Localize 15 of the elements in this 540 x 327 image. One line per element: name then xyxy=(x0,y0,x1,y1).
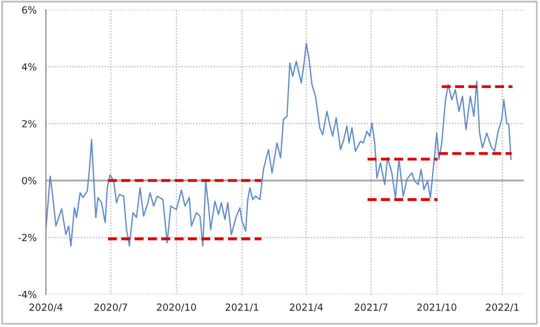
x-tick-label: 2021/7 xyxy=(354,304,388,312)
x-tick-label: 2020/10 xyxy=(156,304,196,312)
x-tick-label: 2021/4 xyxy=(290,304,323,312)
x-tick-label: 2021/10 xyxy=(417,304,456,312)
y-tick-label: -4% xyxy=(18,290,36,298)
y-tick-label: 2% xyxy=(22,120,36,128)
y-tick-label: 0% xyxy=(22,176,36,184)
x-tick-label: 2020/4 xyxy=(30,304,62,312)
x-tick-label: 2022/1 xyxy=(486,304,519,312)
x-tick-label: 2020/7 xyxy=(94,304,128,312)
line-series xyxy=(46,42,512,247)
x-tick-label: 2021/1 xyxy=(226,304,258,312)
y-tick-label: 4% xyxy=(22,63,36,71)
y-tick-label: 6% xyxy=(22,6,36,14)
y-tick-label: -2% xyxy=(18,234,36,242)
